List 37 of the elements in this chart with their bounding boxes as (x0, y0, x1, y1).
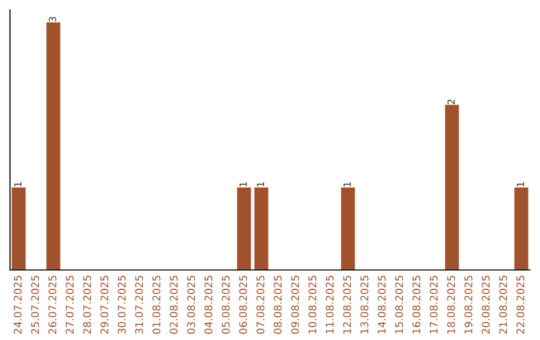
data-label: 1 (14, 182, 22, 186)
x-tick-label: 12.08.2025 (343, 276, 352, 334)
data-label: 1 (516, 182, 524, 186)
x-tick-label: 29.07.2025 (100, 276, 108, 334)
x-tick-label: 27.07.2025 (66, 276, 74, 334)
x-tick-label: 17.08.2025 (430, 276, 438, 334)
x-tick-label: 20.08.2025 (482, 276, 490, 334)
x-tick-label: 24.07.2025 (14, 276, 22, 334)
data-label: 1 (256, 182, 264, 186)
x-tick-label: 15.08.2025 (395, 276, 404, 334)
x-tick-label: 03.08.2025 (187, 276, 196, 334)
x-tick-label: 10.08.2025 (308, 276, 316, 334)
x-tick-label: 09.08.2025 (291, 276, 300, 334)
x-tick-label: 11.08.2025 (326, 276, 334, 334)
x-tick-label: 18.08.2025 (447, 276, 456, 334)
x-tick-label: 22.08.2025 (516, 276, 524, 334)
x-tick-label: 16.08.2025 (412, 276, 420, 334)
x-tick-label: 26.07.2025 (48, 276, 56, 334)
x-tick-label: 31.07.2025 (135, 276, 144, 334)
x-tick-label: 02.08.2025 (170, 276, 178, 334)
x-tick-label: 28.07.2025 (83, 276, 92, 334)
x-tick-label: 08.08.2025 (274, 276, 282, 334)
data-label: 3 (48, 16, 56, 22)
data-label: 1 (240, 182, 247, 186)
x-tick-label: 21.08.2025 (499, 276, 508, 334)
x-tick-label: 05.08.2025 (222, 276, 230, 334)
x-tick-label: 01.08.2025 (152, 276, 160, 334)
x-tick-label: 19.08.2025 (464, 276, 472, 334)
x-tick-label: 06.08.2025 (239, 276, 248, 334)
data-label: 1 (344, 182, 351, 186)
x-tick-label: 30.07.2025 (118, 276, 126, 334)
x-tick-label: 25.07.2025 (31, 276, 40, 334)
x-tick-label: 07.08.2025 (256, 276, 264, 334)
x-tick-label: 13.08.2025 (360, 276, 368, 334)
x-tick-label: 14.08.2025 (378, 276, 386, 334)
data-label: 2 (447, 100, 455, 104)
x-tick-label: 04.08.2025 (204, 276, 212, 334)
